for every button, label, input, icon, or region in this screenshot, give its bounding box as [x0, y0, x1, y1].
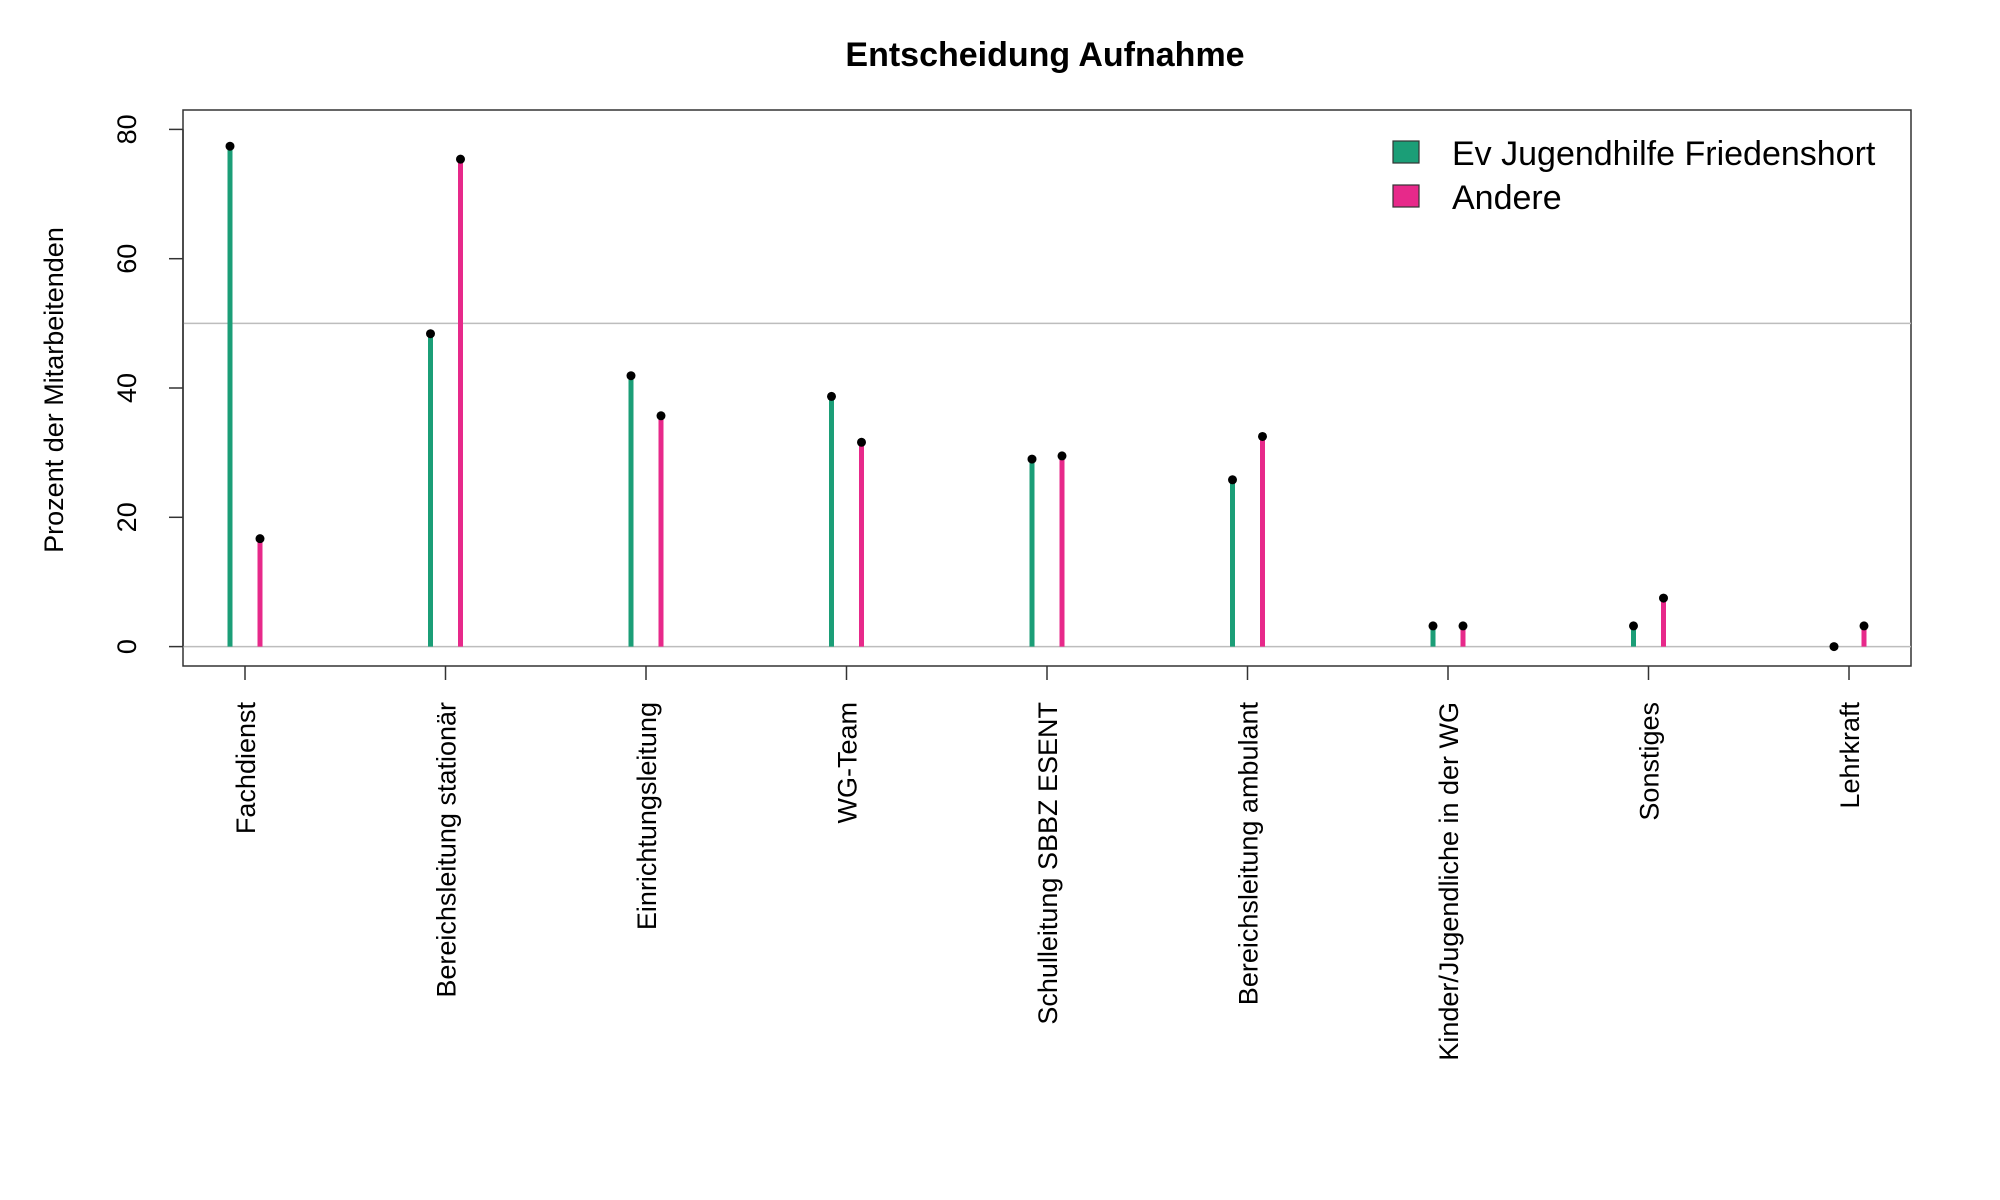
point	[1458, 621, 1468, 631]
point	[1829, 642, 1839, 652]
x-tick-label: Bereichsleitung stationär	[432, 702, 462, 998]
y-tick-label: 0	[112, 639, 142, 654]
point	[656, 411, 666, 421]
point	[1057, 451, 1067, 461]
x-tick-label: Einrichtungsleitung	[632, 702, 662, 930]
x-tick-label: Schulleitung SBBZ ESENT	[1033, 702, 1063, 1025]
legend-swatch	[1392, 140, 1420, 164]
legend-label: Ev Jugendhilfe Friedenshort	[1452, 135, 1876, 173]
point	[1258, 431, 1267, 441]
point	[426, 329, 435, 339]
y-axis-label: Prozent der Mitarbeitenden	[39, 227, 69, 553]
point	[456, 154, 465, 164]
x-tick-label: Kinder/Jugendliche in der WG	[1434, 702, 1464, 1061]
legend-swatch	[1392, 184, 1420, 208]
y-tick-label: 40	[112, 373, 142, 403]
point	[857, 437, 866, 447]
chart-title: Entscheidung Aufnahme	[845, 36, 1244, 74]
x-tick-label: Fachdienst	[231, 702, 261, 835]
point	[626, 371, 636, 381]
plot-frame	[182, 109, 1912, 667]
legend-label: Andere	[1452, 179, 1562, 217]
y-tick-label: 80	[112, 114, 142, 144]
x-tick-label: WG-Team	[833, 702, 863, 824]
y-axis: 0 20 40 60 80	[112, 114, 184, 654]
point	[1228, 475, 1237, 485]
point	[1027, 454, 1037, 464]
x-axis: Fachdienst Bereichsleitung stationär Einri…	[231, 666, 1865, 1061]
point	[1859, 621, 1869, 631]
x-tick-label: Bereichsleitung ambulant	[1234, 702, 1264, 1006]
y-tick-label: 60	[112, 244, 142, 274]
chart-marks	[225, 141, 1869, 652]
x-tick-label: Lehrkraft	[1835, 702, 1865, 809]
point	[1659, 593, 1668, 603]
point	[255, 534, 265, 544]
legend: Ev Jugendhilfe Friedenshort Andere	[1392, 135, 1876, 217]
reference-lines	[183, 322, 1911, 648]
y-tick-label: 20	[112, 502, 142, 532]
x-tick-label: Sonstiges	[1635, 702, 1665, 821]
point	[1428, 621, 1438, 631]
point	[225, 141, 235, 151]
point	[1629, 621, 1638, 631]
point	[827, 391, 836, 401]
